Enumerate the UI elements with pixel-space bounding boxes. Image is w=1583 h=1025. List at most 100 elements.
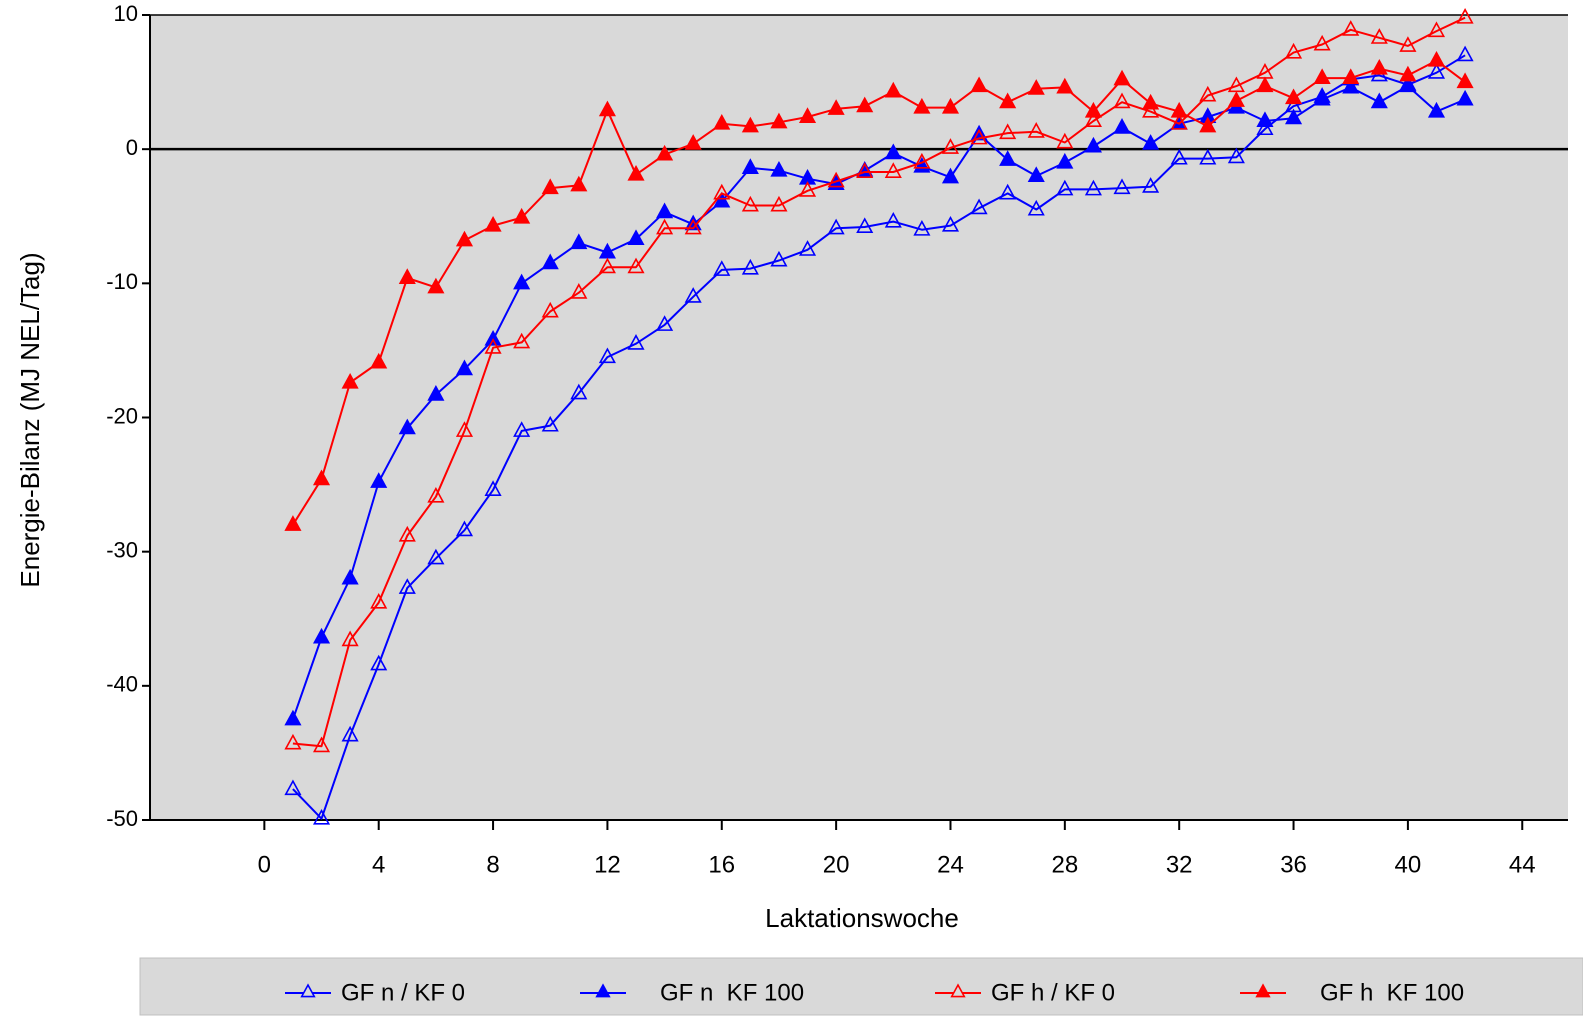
legend-marker [950,983,966,998]
y-axis-title: Energie-Bilanz (MJ NEL/Tag) [15,252,45,587]
x-tick-label: 8 [486,851,499,878]
data-point [713,114,731,130]
data-point [455,230,474,247]
data-point [1027,166,1045,182]
x-tick-label: 16 [708,851,735,878]
data-point [341,372,359,389]
data-point [770,160,788,177]
data-point [627,257,645,274]
x-tick-label: 0 [258,851,271,878]
data-point [798,107,817,123]
data-point [1027,122,1045,138]
data-point [1427,21,1446,38]
data-point [1227,91,1245,107]
data-point [999,150,1017,166]
y-tick-label: -40 [106,672,138,697]
data-point [1170,101,1188,118]
data-point [398,418,416,435]
data-point [484,215,502,232]
data-point [1142,93,1160,110]
data-point [370,592,388,609]
series [284,8,1474,753]
data-point [312,469,331,486]
data-point [1199,148,1217,165]
data-point [1056,179,1074,196]
data-point [741,116,759,133]
data-point [1399,65,1417,82]
data-point [570,283,588,299]
legend-label: GF h / KF 0 [991,979,1115,1006]
x-tick-label: 32 [1166,851,1193,878]
data-point [999,183,1017,200]
data-point [627,334,645,350]
data-point [884,162,902,178]
data-point [627,229,645,246]
data-point [398,578,416,594]
data-point [1256,76,1274,93]
data-point [1399,76,1417,93]
data-point [1199,85,1217,102]
data-point [398,268,416,284]
data-point [1056,152,1074,169]
legend-box [139,957,1583,1016]
data-point [941,167,960,184]
data-point [684,218,702,235]
data-point [941,138,960,154]
data-point [1456,72,1474,89]
data-point [513,273,531,290]
data-point [484,338,502,354]
y-tick-label: -20 [106,403,138,428]
legend-item: GF h KF 100 [1240,979,1464,1006]
data-point [1399,36,1417,52]
data-point [370,654,388,671]
data-point [970,76,988,93]
data-point [1427,101,1446,118]
data-point [1456,45,1474,62]
data-point [1199,116,1217,133]
data-point [856,96,874,113]
x-tick-label: 20 [823,851,850,878]
legend-item: GF h / KF 0 [935,979,1115,1006]
data-point [455,520,474,537]
data-point [827,99,845,115]
plot-area [150,15,1568,820]
data-point [312,627,331,644]
y-tick-label: 0 [126,135,138,160]
data-point [1285,42,1303,59]
data-point [341,568,359,585]
data-point [1142,134,1160,150]
data-point [1142,177,1160,193]
data-point [341,725,359,742]
legend-item: GF n KF 100 [580,979,804,1006]
x-tick-label: 36 [1280,851,1307,878]
data-point [884,81,902,98]
data-point [656,218,674,235]
x-tick-label: 28 [1051,851,1078,878]
data-point [656,315,674,331]
data-point [312,736,331,753]
y-tick-label: -50 [106,806,138,831]
legend-label: GF n KF 100 [660,979,804,1006]
data-point [312,808,331,825]
data-point [484,480,502,496]
x-axis-title: Laktationswoche [765,903,959,933]
data-point [827,171,845,188]
data-point [798,181,817,197]
data-point [541,415,559,432]
data-point [427,385,445,401]
data-point [513,332,531,349]
data-point [598,257,616,274]
data-point [1113,69,1131,86]
data-point [1456,8,1474,24]
data-point [341,630,359,647]
data-point [1370,28,1388,44]
legend-label: GF h KF 100 [1320,979,1464,1006]
data-point [741,158,759,174]
data-point [884,211,902,228]
data-point [1056,132,1074,149]
data-point [1427,63,1446,79]
data-point [1027,199,1045,216]
data-point [827,218,845,235]
x-tick-label: 44 [1509,851,1536,878]
